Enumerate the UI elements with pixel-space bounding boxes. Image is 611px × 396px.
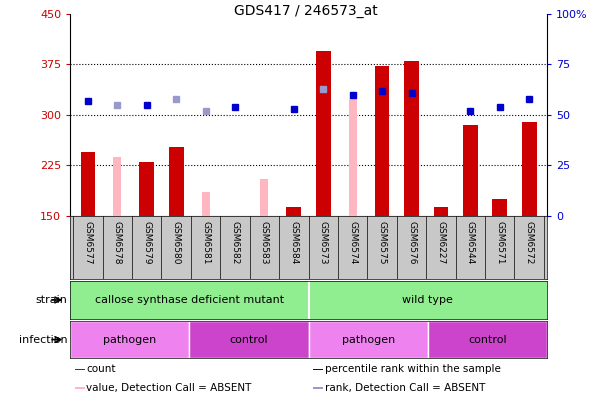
Text: GSM6571: GSM6571 [496, 221, 504, 265]
Bar [522, 122, 536, 216]
Text: GSM6582: GSM6582 [230, 221, 240, 264]
Bar [189, 321, 309, 358]
Text: GSM6572: GSM6572 [525, 221, 533, 264]
Text: callose synthase deficient mutant: callose synthase deficient mutant [95, 295, 284, 305]
Bar [75, 387, 84, 388]
Text: percentile rank within the sample: percentile rank within the sample [325, 364, 500, 374]
Bar [375, 67, 389, 216]
Bar [309, 321, 428, 358]
Bar [113, 157, 122, 216]
Bar [463, 125, 478, 216]
Bar [316, 51, 331, 216]
Bar [260, 179, 268, 216]
Text: GSM6576: GSM6576 [407, 221, 416, 265]
Bar [287, 207, 301, 216]
Text: control: control [230, 335, 268, 345]
Text: GSM6578: GSM6578 [113, 221, 122, 265]
Bar [75, 369, 84, 370]
Text: GSM6227: GSM6227 [436, 221, 445, 264]
Text: GSM6579: GSM6579 [142, 221, 152, 265]
Text: strain: strain [35, 295, 67, 305]
Bar [349, 99, 357, 216]
Text: pathogen: pathogen [103, 335, 156, 345]
Text: wild type: wild type [402, 295, 453, 305]
Text: GSM6580: GSM6580 [172, 221, 181, 265]
Bar [313, 387, 323, 388]
Bar [313, 369, 323, 370]
Text: pathogen: pathogen [342, 335, 395, 345]
Text: GSM6544: GSM6544 [466, 221, 475, 264]
Text: GSM6583: GSM6583 [260, 221, 269, 265]
Text: GDS417 / 246573_at: GDS417 / 246573_at [233, 4, 378, 18]
Bar [81, 152, 95, 216]
Text: rank, Detection Call = ABSENT: rank, Detection Call = ABSENT [325, 383, 485, 393]
Text: control: control [468, 335, 507, 345]
Bar [492, 199, 507, 216]
Text: GSM6584: GSM6584 [290, 221, 298, 264]
Text: GSM6574: GSM6574 [348, 221, 357, 264]
Text: GSM6575: GSM6575 [378, 221, 387, 265]
Text: infection: infection [18, 335, 67, 345]
Bar [428, 321, 547, 358]
Bar [404, 61, 419, 216]
Bar [70, 321, 189, 358]
Text: GSM6577: GSM6577 [84, 221, 92, 265]
Bar [139, 162, 154, 216]
Bar [169, 147, 183, 216]
Text: value, Detection Call = ABSENT: value, Detection Call = ABSENT [87, 383, 252, 393]
Text: count: count [87, 364, 116, 374]
Bar [434, 207, 448, 216]
Text: GSM6581: GSM6581 [201, 221, 210, 265]
Bar [202, 192, 210, 216]
Text: GSM6573: GSM6573 [319, 221, 327, 265]
